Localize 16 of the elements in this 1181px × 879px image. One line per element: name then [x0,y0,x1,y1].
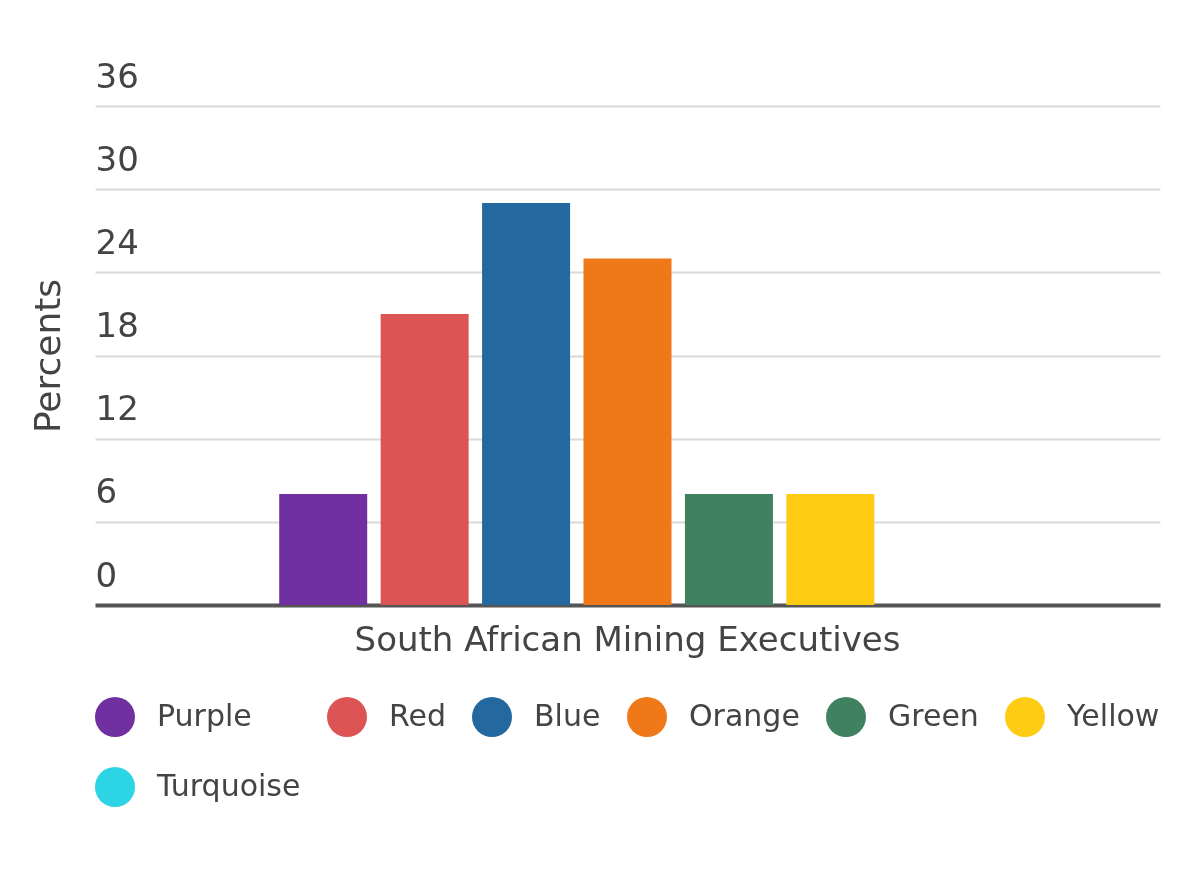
legend-label: Orange [689,698,800,733]
legend-label: Turquoise [156,768,301,803]
y-tick-label: 36 [95,55,139,96]
y-tick-label: 18 [95,305,139,345]
y-tick-label: 24 [95,221,139,262]
y-axis-title: Percents [26,278,68,434]
y-tick-label: 30 [95,138,139,179]
legend-label: Yellow [1066,698,1160,733]
legend-label: Blue [534,698,601,733]
y-tick-label: 6 [95,471,118,512]
legend-label: Red [389,698,446,733]
x-tick-label: South African Mining Executives [354,618,901,659]
legend-label: Green [888,698,979,733]
y-tick-label: 0 [95,554,118,595]
legend-label: Purple [157,698,252,733]
y-tick-label: 12 [95,388,139,429]
